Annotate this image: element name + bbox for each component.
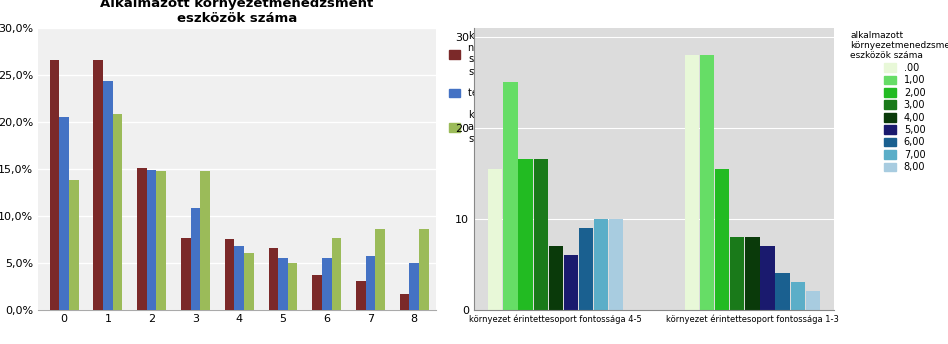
- Bar: [419, 229, 428, 310]
- Bar: [375, 229, 385, 310]
- Bar: [234, 246, 244, 310]
- Bar: [137, 168, 147, 310]
- Bar: [488, 169, 502, 310]
- Bar: [191, 208, 200, 310]
- Title: Alkalmazott környezetmenedzsment
eszközök száma: Alkalmazott környezetmenedzsment eszközö…: [100, 0, 374, 25]
- Bar: [400, 294, 410, 310]
- Bar: [775, 273, 790, 310]
- Bar: [244, 253, 254, 310]
- Bar: [715, 169, 729, 310]
- Bar: [49, 61, 60, 310]
- Bar: [594, 218, 609, 310]
- Bar: [147, 170, 156, 310]
- Bar: [312, 275, 322, 310]
- Bar: [94, 61, 103, 310]
- Bar: [322, 258, 332, 310]
- Bar: [534, 160, 548, 310]
- Bar: [745, 237, 759, 310]
- Bar: [760, 246, 775, 310]
- Bar: [684, 55, 699, 310]
- Legend: .00, 1,00, 2,00, 3,00, 4,00, 5,00, 6,00, 7,00, 8,00: .00, 1,00, 2,00, 3,00, 4,00, 5,00, 6,00,…: [847, 27, 948, 176]
- Bar: [60, 117, 69, 310]
- Bar: [225, 239, 234, 310]
- Bar: [549, 246, 563, 310]
- Bar: [69, 180, 79, 310]
- Bar: [268, 248, 278, 310]
- Bar: [288, 262, 298, 310]
- Bar: [356, 281, 366, 310]
- Bar: [503, 82, 518, 310]
- Bar: [564, 255, 578, 310]
- Bar: [730, 237, 744, 310]
- Bar: [200, 171, 210, 310]
- Bar: [579, 228, 593, 310]
- Bar: [610, 218, 624, 310]
- Bar: [113, 114, 122, 310]
- Bar: [806, 291, 820, 310]
- Bar: [278, 258, 288, 310]
- Bar: [410, 262, 419, 310]
- Bar: [700, 55, 714, 310]
- Legend: környezetvédelem
nem szerepel a
szándékolt
stratégiában, teljes minta, környezet: környezetvédelem nem szerepel a szándéko…: [445, 27, 562, 148]
- Bar: [519, 160, 533, 310]
- Bar: [156, 171, 166, 310]
- Bar: [103, 81, 113, 310]
- Bar: [791, 282, 805, 310]
- Bar: [366, 256, 375, 310]
- Bar: [332, 238, 341, 310]
- Bar: [181, 238, 191, 310]
